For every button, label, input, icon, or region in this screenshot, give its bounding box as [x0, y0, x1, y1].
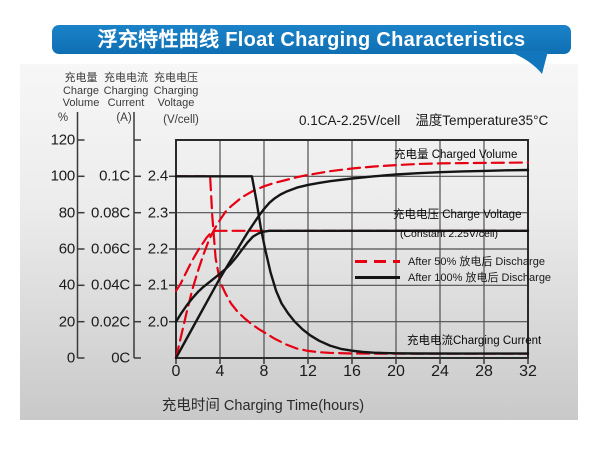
- legend-item-after-100-discharge: After 100% 放电后 Discharge: [355, 269, 551, 285]
- voltage-tick-label: 2.2: [147, 240, 168, 258]
- current-tick-label: 0C: [111, 349, 130, 367]
- x-axis-title: 充电时间 Charging Time(hours): [161, 398, 365, 414]
- x-tick-label: 20: [387, 363, 405, 380]
- volume-axis-title: 充电量 Charge Volume: [45, 72, 117, 110]
- curve-charge-voltage-after-100-discharge: [174, 229, 530, 323]
- volume-tick-label: 100: [50, 167, 76, 185]
- voltage-axis-unit: (V/cell): [163, 114, 199, 126]
- current-tick-label: 0.06C: [90, 240, 130, 258]
- x-tick-label: 0: [171, 363, 181, 380]
- current-axis-title-en2: Current: [107, 97, 145, 110]
- current-tick-label: 0.08C: [90, 204, 130, 222]
- voltage-tick-label: 2.3: [147, 204, 168, 222]
- x-tick-label: 24: [431, 363, 449, 380]
- voltage-axis-title-en1: Charging: [153, 84, 199, 97]
- x-tick-label: 12: [299, 363, 317, 380]
- current-axis-title: 充电电流 Charging Current: [90, 72, 162, 110]
- x-tick-label: 16: [343, 363, 361, 380]
- volume-tick-label: 60: [58, 240, 76, 258]
- volume-tick-label: 120: [50, 131, 76, 149]
- charged-volume-label: 充电量 Charged Volume: [394, 149, 518, 161]
- current-axis-title-zh: 充电电流: [104, 72, 148, 84]
- volume-axis-unit: %: [57, 112, 69, 124]
- legend-label-after-50: After 50% 放电后 Discharge: [408, 256, 545, 268]
- voltage-tick-label: 2.0: [147, 313, 168, 331]
- test-condition-left: 0.1CA-2.25V/cell: [299, 113, 401, 128]
- volume-axis-title-en1: Charge: [62, 84, 100, 97]
- legend: After 50% 放电后 Discharge After 100% 放电后 D…: [355, 253, 551, 285]
- voltage-tick-label: 2.1: [147, 276, 168, 294]
- charge-voltage-constant-label: (Constant 2.25V/cell): [399, 228, 499, 240]
- charge-voltage-label: 充电电压 Charge Voltage: [393, 209, 522, 221]
- page-title: 浮充特性曲线 Float Charging Characteristics: [97, 29, 526, 51]
- x-tick-label: 4: [215, 363, 225, 380]
- current-axis-unit: (A): [116, 112, 132, 124]
- x-tick-label: 8: [259, 363, 269, 380]
- voltage-axis-title-zh: 充电电压: [154, 72, 198, 84]
- banner-tail-shape: [508, 51, 548, 74]
- volume-tick-label: 40: [58, 276, 76, 294]
- volume-tick-label: 80: [58, 204, 76, 222]
- curve-charging-current-after-100-discharge: [174, 175, 530, 355]
- chart-panel-background: [20, 64, 578, 420]
- volume-tick-label: 20: [58, 313, 76, 331]
- legend-line-dashed-red: [355, 259, 400, 263]
- x-tick-label: 28: [475, 363, 493, 380]
- legend-item-after-50-discharge: After 50% 放电后 Discharge: [355, 253, 551, 269]
- legend-label-after-100: After 100% 放电后 Discharge: [408, 272, 552, 284]
- current-axis-title-en1: Charging: [103, 84, 149, 97]
- test-condition-label: 0.1CA-2.25V/cell 温度Temperature35°C: [299, 109, 548, 129]
- curve-charge-voltage-after-50-discharge: [174, 229, 530, 292]
- title-banner: 浮充特性曲线 Float Charging Characteristics: [52, 25, 571, 54]
- test-condition-right: 温度Temperature35°C: [415, 113, 549, 128]
- curve-charged-volume-after-50-discharge: [174, 161, 530, 360]
- voltage-axis-title-en2: Voltage: [157, 97, 195, 110]
- current-tick-label: 0.04C: [90, 276, 130, 294]
- voltage-tick-label: 2.4: [147, 167, 168, 185]
- charging-current-label: 充电电流Charging Current: [407, 335, 542, 347]
- voltage-axis-title: 充电电压 Charging Voltage: [140, 72, 212, 110]
- legend-line-solid-black: [355, 275, 400, 279]
- volume-axis-title-en2: Volume: [62, 97, 100, 110]
- current-tick-label: 0.1C: [99, 167, 130, 185]
- volume-axis-title-zh: 充电量: [64, 72, 98, 84]
- x-tick-label: 32: [519, 363, 537, 380]
- volume-tick-label: 0: [66, 349, 75, 367]
- current-tick-label: 0.02C: [90, 313, 130, 331]
